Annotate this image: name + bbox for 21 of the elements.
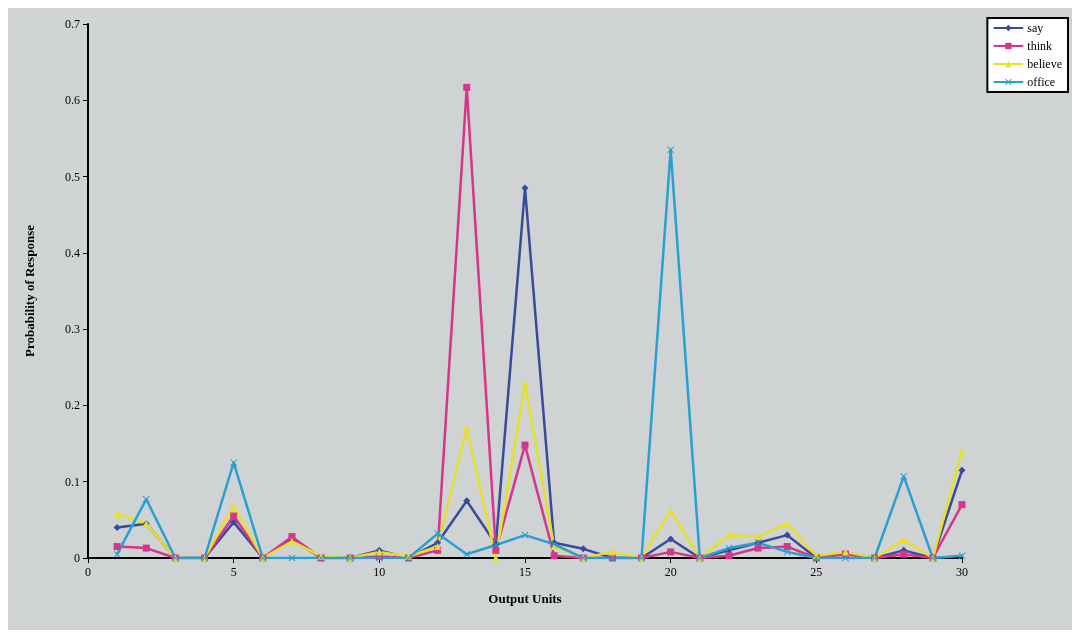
y-tick-label: 0.2 [65,398,80,413]
legend-label: say [1027,21,1044,35]
x-tick-label: 5 [230,565,237,579]
y-axis-title: Probability of Response [22,224,37,357]
y-tick-label: 0.1 [65,474,80,489]
legend-label: office [1027,75,1056,89]
x-tick-label: 20 [664,565,677,579]
y-tick-label: 0.5 [65,169,80,184]
legend-label: think [1027,39,1053,53]
y-tick-label: 0 [74,551,80,565]
legend-label: believe [1027,57,1063,71]
x-tick-label: 25 [810,565,823,579]
y-tick-label: 0.4 [65,245,80,260]
x-tick-label: 15 [519,565,531,579]
x-tick-label: 10 [373,565,386,579]
y-tick-label: 0.3 [65,322,80,337]
y-tick-label: 0.6 [65,93,80,108]
y-tick-label: 0.7 [65,17,80,31]
x-axis-title: Output Units [488,591,562,606]
x-tick-label: 0 [85,565,91,579]
x-tick-label: 30 [956,565,968,579]
